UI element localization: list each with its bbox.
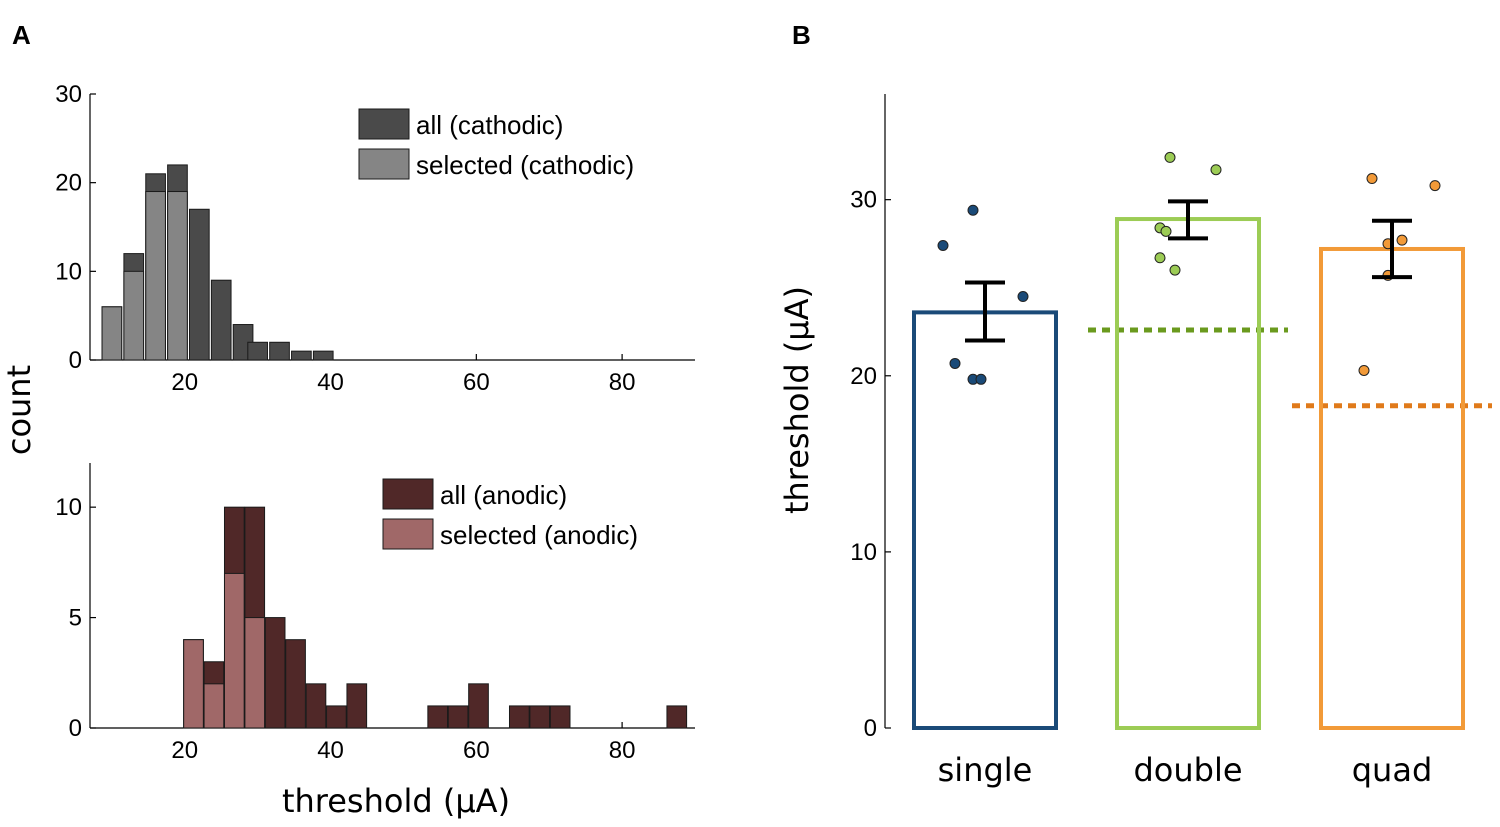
data-point-single <box>967 204 979 216</box>
data-point-double <box>1164 151 1176 163</box>
y-tick-label: 30 <box>55 81 82 108</box>
y-tick-label: 20 <box>850 363 877 390</box>
histogram-bar-selected <box>123 270 145 361</box>
data-point-double <box>1169 264 1181 276</box>
histogram-bar-selected <box>145 191 166 361</box>
legend-label: selected (anodic) <box>440 520 638 550</box>
y-tick-label: 30 <box>850 187 877 214</box>
legend-label: selected (cathodic) <box>416 150 634 180</box>
count-axis-title: count <box>0 365 38 455</box>
histogram-bar-all <box>529 705 551 729</box>
category-label-double: double <box>1133 751 1242 789</box>
histogram-bar-all <box>269 341 290 361</box>
histogram-bar-all <box>447 705 469 729</box>
legend-swatch <box>358 108 410 140</box>
histogram-bar-all <box>188 208 210 361</box>
histogram-bar-all <box>427 705 449 729</box>
histogram-bar-selected <box>203 683 225 729</box>
histogram-bar-all <box>666 705 688 729</box>
x-tick-label: 80 <box>609 369 636 396</box>
x-tick-label: 60 <box>463 737 490 764</box>
cathodic-histogram: 0 10 20 30 20 40 60 80 all (cathodic) selected (c… <box>55 81 695 396</box>
threshold-bar-chart: 0 10 20 30 single double quad <box>850 94 1492 789</box>
histogram-bar-all <box>549 705 571 729</box>
legend-swatch <box>382 518 434 550</box>
y-tick-label: 0 <box>69 715 82 742</box>
legend-label: all (anodic) <box>440 480 567 510</box>
histogram-bar-all <box>346 683 368 729</box>
legend-label: all (cathodic) <box>416 110 563 140</box>
histogram-bar-all <box>210 279 232 361</box>
threshold-axis-title-a: threshold (μA) <box>282 782 510 820</box>
y-tick-label: 0 <box>69 347 82 374</box>
data-point-single <box>975 373 987 385</box>
data-point-single <box>937 239 949 251</box>
x-tick-label: 60 <box>463 369 490 396</box>
histogram-bar-all <box>508 705 530 729</box>
histogram-bar-selected <box>101 306 123 361</box>
data-point-double <box>1210 164 1222 176</box>
data-point-single <box>949 357 961 369</box>
category-label-single: single <box>938 751 1033 789</box>
category-label-quad: quad <box>1352 751 1433 789</box>
data-point-single <box>1017 291 1029 303</box>
legend-swatch <box>358 148 410 180</box>
histogram-bar-all <box>264 617 286 729</box>
panel-label-b: B <box>792 20 811 50</box>
x-tick-label: 40 <box>317 369 344 396</box>
data-point-quad <box>1358 364 1370 376</box>
y-tick-label: 5 <box>69 605 82 632</box>
bar-double <box>1115 217 1261 731</box>
y-tick-label: 10 <box>55 494 82 521</box>
histogram-bar-selected <box>167 191 188 361</box>
y-tick-label: 10 <box>55 258 82 285</box>
histogram-bar-selected <box>183 639 204 729</box>
histogram-bar-selected <box>244 617 266 729</box>
panel-label-a: A <box>12 20 31 50</box>
histogram-bar-all <box>326 705 347 729</box>
histogram-bar-all <box>247 341 268 361</box>
y-tick-label: 20 <box>55 170 82 197</box>
bar-quad <box>1319 246 1465 730</box>
histogram-bar-all <box>312 350 334 361</box>
bar-single <box>912 310 1058 730</box>
histogram-bar-all <box>285 639 306 729</box>
x-tick-label: 80 <box>609 737 636 764</box>
y-tick-label: 10 <box>850 539 877 566</box>
data-point-quad <box>1429 180 1441 192</box>
data-point-quad <box>1366 173 1378 185</box>
anodic-histogram: 0 5 10 20 40 60 80 all (anodic) selected (anodic… <box>55 463 695 764</box>
data-point-double <box>1154 252 1166 264</box>
x-tick-label: 20 <box>171 737 198 764</box>
threshold-axis-title-b: threshold (μA) <box>778 286 816 514</box>
legend-swatch <box>382 478 434 510</box>
histogram-bar-selected <box>223 572 245 729</box>
data-point-quad <box>1396 234 1408 246</box>
x-tick-label: 40 <box>317 737 344 764</box>
histogram-bar-all <box>305 683 327 729</box>
x-tick-label: 20 <box>171 369 198 396</box>
histogram-bar-all <box>291 350 312 361</box>
data-point-double <box>1160 225 1172 237</box>
histogram-bar-all <box>468 683 489 729</box>
y-tick-label: 0 <box>864 715 877 742</box>
